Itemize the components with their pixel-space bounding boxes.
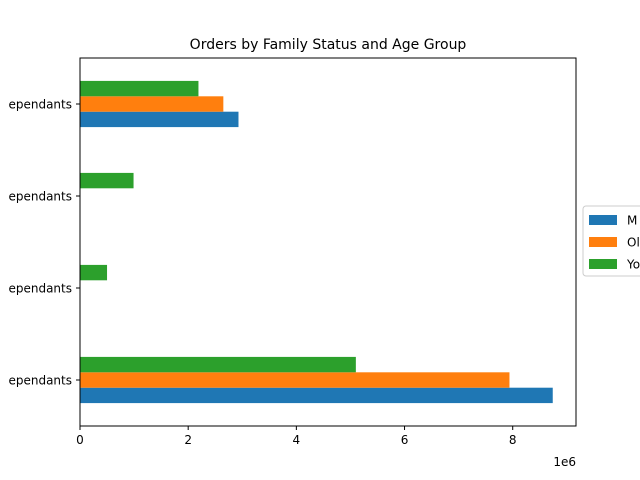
y-tick-label: ependants bbox=[8, 190, 72, 204]
y-tick-label: ependants bbox=[8, 282, 72, 296]
chart-title: Orders by Family Status and Age Group bbox=[190, 37, 467, 53]
bar-m-0 bbox=[80, 387, 553, 404]
legend-label-m: M bbox=[627, 214, 637, 228]
bars-group bbox=[80, 80, 553, 404]
legend: M Ol Yo bbox=[582, 205, 640, 277]
bar-yo-3 bbox=[80, 80, 199, 97]
bar-m-3 bbox=[80, 111, 239, 128]
x-axis-offset-label: 1e6 bbox=[553, 455, 576, 469]
legend-label-ol: Ol bbox=[627, 236, 640, 250]
bar-ol-3 bbox=[80, 96, 224, 112]
y-tick-label: ependants bbox=[8, 98, 72, 112]
legend-swatch-yo bbox=[589, 259, 617, 269]
x-axis: 0 2 4 6 8 bbox=[76, 426, 517, 447]
bar-yo-1 bbox=[80, 264, 108, 281]
x-tick-label: 4 bbox=[293, 433, 301, 447]
x-tick-label: 8 bbox=[509, 433, 517, 447]
y-tick-label: ependants bbox=[8, 374, 72, 388]
legend-swatch-ol bbox=[589, 237, 617, 247]
x-tick-label: 0 bbox=[76, 433, 84, 447]
bar-yo-2 bbox=[80, 172, 134, 189]
y-axis: ependants ependants ependants ependants bbox=[8, 98, 80, 388]
legend-label-yo: Yo bbox=[626, 258, 640, 272]
plot-frame bbox=[79, 57, 577, 427]
bar-yo-0 bbox=[80, 356, 356, 373]
x-tick-label: 6 bbox=[401, 433, 409, 447]
bar-ol-0 bbox=[80, 372, 510, 388]
legend-swatch-m bbox=[589, 215, 617, 225]
x-tick-label: 2 bbox=[184, 433, 192, 447]
